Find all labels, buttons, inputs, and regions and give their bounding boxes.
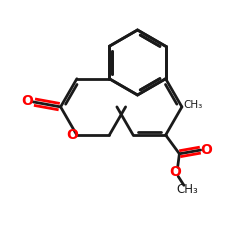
Text: O: O (200, 143, 212, 157)
Text: O: O (21, 94, 33, 108)
Text: CH₃: CH₃ (176, 183, 198, 196)
Text: O: O (66, 128, 78, 142)
Text: CH₃: CH₃ (183, 100, 203, 110)
Text: O: O (170, 165, 181, 179)
